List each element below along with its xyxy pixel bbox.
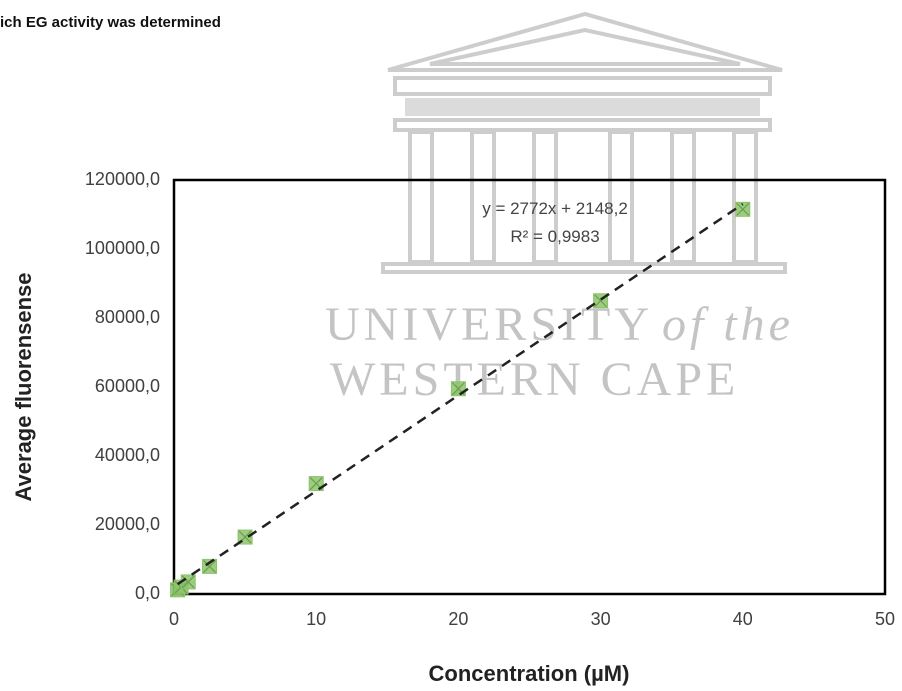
x-axis-title: Concentration (µM) [429,661,630,686]
trendline [176,203,744,586]
trendline-equation: y = 2772x + 2148,2 [482,199,628,218]
y-tick-label: 100000,0 [85,238,160,258]
y-tick-label: 40000,0 [95,445,160,465]
y-tick-label: 0,0 [135,583,160,603]
y-tick-label: 120000,0 [85,169,160,189]
point-cross [736,202,750,216]
x-tick-label: 30 [591,609,611,629]
watermark-text: WESTERN CAPE [330,353,739,406]
y-tick-label: 80000,0 [95,307,160,327]
watermark-logo [381,11,787,274]
x-tick-label: 20 [448,609,468,629]
y-axis-title: Average fluorensense [11,272,36,501]
x-tick-label: 0 [169,609,179,629]
point-cross [203,559,216,573]
watermark-text: of the [662,298,794,351]
x-tick-label: 10 [306,609,326,629]
x-tick-label: 40 [733,609,753,629]
y-tick-label: 20000,0 [95,514,160,534]
trendline-r2: R² = 0,9983 [510,227,599,246]
plot-frame [172,178,887,596]
header-text: ich EG activity was determined [0,14,221,31]
x-tick-label: 50 [875,609,895,629]
point-cross [181,575,195,589]
y-tick-label: 60000,0 [95,376,160,396]
